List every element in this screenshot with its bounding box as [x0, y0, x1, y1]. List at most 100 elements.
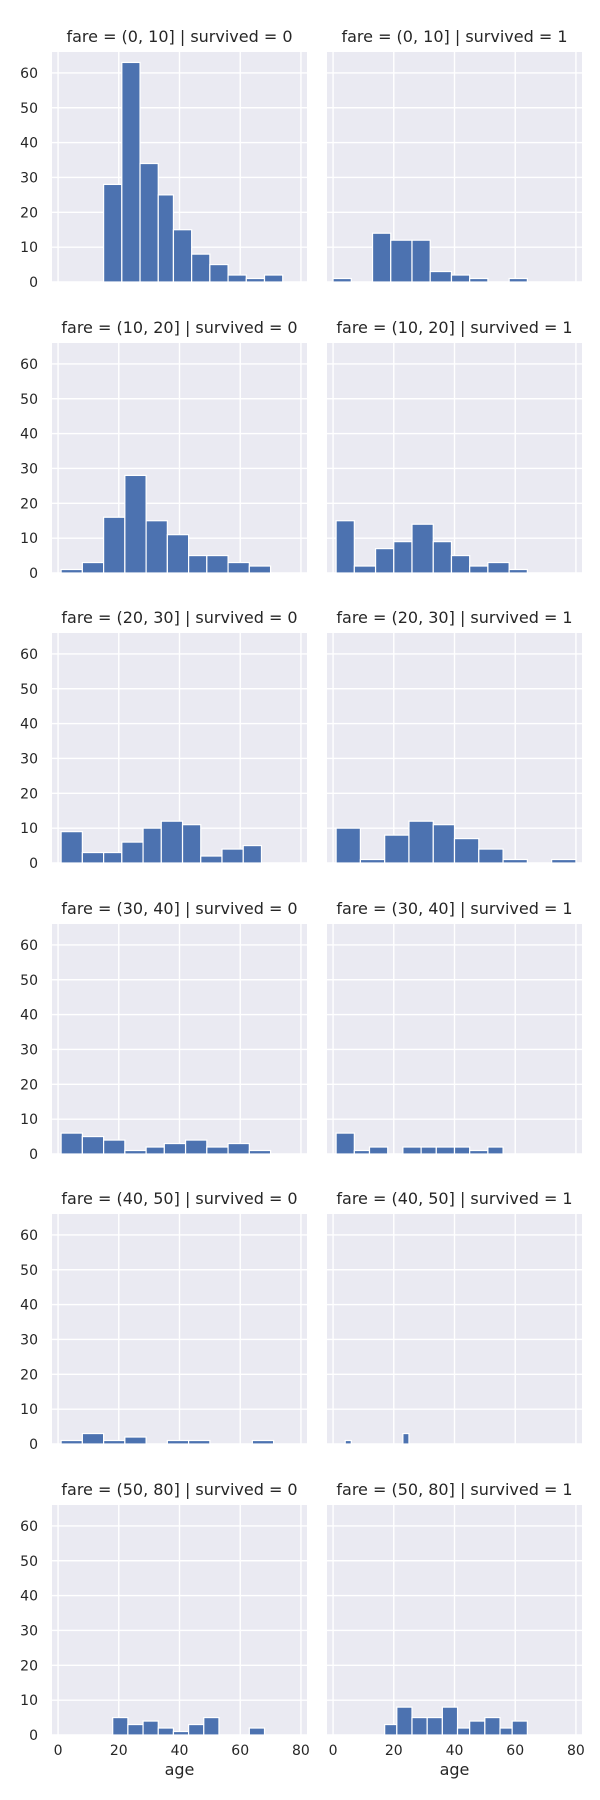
x-axis-label: age: [440, 1760, 470, 1779]
histogram-bar: [103, 516, 126, 574]
y-tick-label: 0: [29, 856, 38, 872]
y-tick-label: 20: [20, 205, 38, 221]
histogram-bar: [435, 1146, 456, 1155]
histogram-bar: [384, 834, 410, 864]
facet-panel: fare = (10, 20] | survived = 1: [327, 318, 582, 574]
histogram-bar: [145, 1146, 165, 1155]
histogram-bar: [484, 1716, 501, 1736]
y-tick-label: 40: [20, 136, 38, 152]
y-tick-label: 20: [20, 1367, 38, 1383]
y-tick-label: 50: [20, 392, 38, 408]
histogram-bar: [353, 1149, 371, 1155]
panel-title: fare = (30, 40] | survived = 1: [336, 899, 572, 918]
histogram-bar: [456, 1727, 471, 1736]
histogram-bar: [124, 1149, 147, 1155]
histogram-bar: [402, 1432, 410, 1445]
y-tick-label: 40: [20, 1589, 38, 1605]
y-tick-label: 40: [20, 427, 38, 443]
histogram-bar: [184, 1139, 208, 1155]
y-tick-label: 10: [20, 531, 38, 547]
y-tick-label: 20: [20, 786, 38, 802]
histogram-bar: [188, 1439, 211, 1445]
histogram-bar: [166, 534, 190, 574]
y-tick-label: 50: [20, 973, 38, 989]
y-tick-label: 20: [20, 1658, 38, 1674]
histogram-bar: [60, 568, 83, 574]
histogram-bar: [181, 824, 202, 864]
histogram-bar: [432, 824, 456, 864]
x-tick-label: 40: [446, 1743, 464, 1759]
y-tick-label: 30: [20, 751, 38, 767]
histogram-bar: [511, 1720, 528, 1736]
panel-title: fare = (30, 40] | survived = 0: [61, 899, 297, 918]
facet-panel: fare = (40, 50] | survived = 0 0 10 20 30 40 5…: [20, 1189, 307, 1453]
histogram-bar: [81, 1135, 105, 1155]
histogram-bar: [335, 827, 361, 864]
histogram-bar: [60, 1132, 83, 1155]
y-tick-label: 60: [20, 647, 38, 663]
facet-panel: fare = (20, 30] | survived = 0 0 10 20 30 40 5…: [20, 608, 307, 872]
panel-title: fare = (10, 20] | survived = 1: [336, 318, 572, 337]
histogram-bar: [60, 831, 83, 864]
histogram-bar: [384, 1723, 398, 1736]
histogram-bar: [166, 1439, 190, 1445]
x-tick-label: 0: [329, 1743, 338, 1759]
histogram-bar: [450, 554, 471, 574]
histogram-bar: [172, 1730, 190, 1736]
histogram-bar: [145, 520, 168, 574]
histogram-bar: [390, 239, 413, 283]
y-tick-label: 50: [20, 682, 38, 698]
y-tick-label: 50: [20, 1554, 38, 1570]
histogram-bar: [248, 1727, 266, 1736]
histogram-bar: [200, 855, 223, 864]
panel-title: fare = (0, 10] | survived = 1: [341, 27, 567, 46]
histogram-bar: [112, 1716, 129, 1736]
histogram-bar: [432, 541, 453, 574]
x-tick-label: 20: [110, 1743, 128, 1759]
histogram-bar: [163, 1142, 187, 1155]
histogram-bar: [408, 820, 434, 864]
panel-title: fare = (50, 80] | survived = 1: [336, 1480, 572, 1499]
histogram-bar: [402, 1146, 422, 1155]
y-tick-label: 40: [20, 1008, 38, 1024]
y-tick-label: 10: [20, 821, 38, 837]
histogram-bar: [450, 274, 471, 283]
panel-title: fare = (40, 50] | survived = 0: [61, 1189, 297, 1208]
y-tick-label: 0: [29, 1147, 38, 1163]
histogram-bar: [371, 232, 392, 283]
histogram-bar: [487, 561, 510, 574]
y-tick-label: 0: [29, 566, 38, 582]
x-tick-label: 80: [567, 1743, 585, 1759]
histogram-bar: [245, 277, 266, 283]
histogram-bar: [103, 1439, 126, 1445]
facet-panel: fare = (40, 50] | survived = 1: [327, 1189, 582, 1445]
facet-panel: fare = (10, 20] | survived = 0 0 10 20 30 40 5…: [20, 318, 307, 582]
y-tick-label: 60: [20, 66, 38, 82]
histogram-bar: [335, 520, 355, 574]
x-tick-label: 60: [506, 1743, 524, 1759]
histogram-bar: [188, 1723, 205, 1736]
histogram-bar: [551, 858, 577, 864]
histogram-bar: [396, 1706, 413, 1736]
panel-title: fare = (50, 80] | survived = 0: [61, 1480, 297, 1499]
histogram-bar: [335, 1132, 355, 1155]
y-tick-label: 50: [20, 1263, 38, 1279]
histogram-bar: [121, 61, 141, 283]
histogram-bar: [487, 1146, 504, 1155]
histogram-bar: [441, 1706, 459, 1736]
y-tick-label: 30: [20, 1332, 38, 1348]
panel-title: fare = (20, 30] | survived = 1: [336, 608, 572, 627]
facet-panel: fare = (50, 80] | survived = 0 0 10 20 30 40 5…: [20, 1480, 310, 1779]
histogram-bar: [160, 820, 184, 864]
y-tick-label: 60: [20, 1228, 38, 1244]
histogram-bar: [502, 858, 528, 864]
histogram-bar: [508, 277, 528, 283]
y-tick-label: 20: [20, 496, 38, 512]
facet-panel: fare = (0, 10] | survived = 1: [327, 27, 582, 283]
x-tick-label: 60: [231, 1743, 249, 1759]
y-tick-label: 30: [20, 461, 38, 477]
histogram-bar: [248, 565, 272, 574]
y-tick-label: 60: [20, 938, 38, 954]
histogram-bar: [508, 568, 528, 574]
histogram-bar: [227, 561, 250, 574]
